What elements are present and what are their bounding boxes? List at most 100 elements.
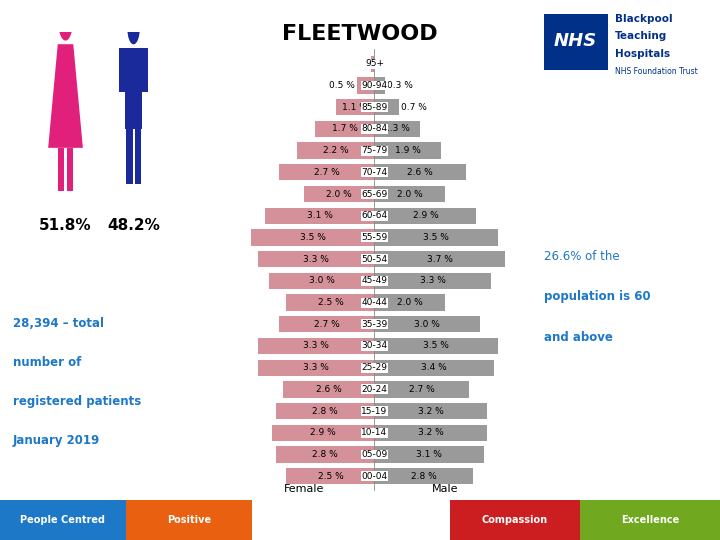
Bar <box>374 143 441 159</box>
Text: registered patients: registered patients <box>13 395 141 408</box>
Text: Positive: Positive <box>167 515 211 525</box>
Bar <box>258 251 374 267</box>
Text: 28,394 – total: 28,394 – total <box>13 317 104 330</box>
Text: 2.0 %: 2.0 % <box>397 190 423 199</box>
Bar <box>258 360 374 376</box>
Text: 90-94: 90-94 <box>361 81 387 90</box>
Text: 0.7 %: 0.7 % <box>401 103 427 112</box>
Text: 3.2 %: 3.2 % <box>418 428 444 437</box>
Text: NHS: NHS <box>554 32 598 50</box>
FancyBboxPatch shape <box>450 500 580 540</box>
Text: 20-24: 20-24 <box>361 385 387 394</box>
Bar <box>374 230 498 246</box>
Text: 35-39: 35-39 <box>361 320 387 329</box>
Text: 3.5 %: 3.5 % <box>300 233 325 242</box>
Text: 2.7 %: 2.7 % <box>409 385 435 394</box>
Text: 3.3 %: 3.3 % <box>303 255 329 264</box>
Bar <box>374 338 498 354</box>
Polygon shape <box>143 49 148 92</box>
Text: 2.8 %: 2.8 % <box>312 450 338 459</box>
Bar <box>374 164 466 180</box>
Text: 70-74: 70-74 <box>361 168 387 177</box>
Bar <box>374 468 473 484</box>
Bar <box>272 424 374 441</box>
Ellipse shape <box>58 4 73 40</box>
Text: 2.8 %: 2.8 % <box>411 472 436 481</box>
FancyBboxPatch shape <box>126 500 252 540</box>
Text: People Centred: People Centred <box>20 515 106 525</box>
Text: 2.8 %: 2.8 % <box>312 407 338 416</box>
Text: 3.0 %: 3.0 % <box>309 276 335 285</box>
Ellipse shape <box>127 11 140 44</box>
Text: 75-79: 75-79 <box>361 146 387 155</box>
Text: 3.2 %: 3.2 % <box>418 407 444 416</box>
FancyBboxPatch shape <box>0 500 126 540</box>
Text: 3.5 %: 3.5 % <box>423 341 449 350</box>
Bar <box>374 294 445 310</box>
Polygon shape <box>135 129 141 184</box>
Bar <box>269 273 374 289</box>
Bar <box>374 273 490 289</box>
Text: FLEETWOOD: FLEETWOOD <box>282 24 438 44</box>
Bar <box>279 164 374 180</box>
Text: population is 60: population is 60 <box>544 291 650 303</box>
Text: 65-69: 65-69 <box>361 190 387 199</box>
Bar <box>251 230 374 246</box>
Text: 3.0 %: 3.0 % <box>414 320 440 329</box>
Text: Excellence: Excellence <box>621 515 679 525</box>
Bar <box>374 121 420 137</box>
Bar <box>371 56 374 72</box>
Text: Blackpool: Blackpool <box>615 14 672 24</box>
Polygon shape <box>125 49 143 129</box>
FancyBboxPatch shape <box>580 500 720 540</box>
Text: 3.5 %: 3.5 % <box>423 233 449 242</box>
Text: 00-04: 00-04 <box>361 472 387 481</box>
Text: 40-44: 40-44 <box>361 298 387 307</box>
Text: January 2019: January 2019 <box>13 434 100 447</box>
Bar <box>315 121 374 137</box>
Text: 2.0 %: 2.0 % <box>326 190 352 199</box>
Text: 10-14: 10-14 <box>361 428 387 437</box>
Text: 2.7 %: 2.7 % <box>314 320 340 329</box>
Bar <box>374 186 445 202</box>
Bar <box>357 77 374 93</box>
Bar <box>283 381 374 397</box>
Bar <box>374 381 469 397</box>
Text: 26.6% of the: 26.6% of the <box>544 249 619 263</box>
Text: 3.3 %: 3.3 % <box>303 341 329 350</box>
Bar <box>279 316 374 333</box>
Text: 1.1 %: 1.1 % <box>342 103 368 112</box>
Bar <box>287 468 374 484</box>
Text: 60-64: 60-64 <box>361 211 387 220</box>
Bar <box>336 99 374 116</box>
Text: 2.9 %: 2.9 % <box>310 428 336 437</box>
Text: 3.4 %: 3.4 % <box>421 363 447 372</box>
Bar <box>374 424 487 441</box>
Bar <box>287 294 374 310</box>
Text: 1.7 %: 1.7 % <box>331 124 357 133</box>
Polygon shape <box>119 49 125 92</box>
Bar <box>276 403 374 419</box>
Text: Teaching: Teaching <box>615 31 667 42</box>
Text: 2.5 %: 2.5 % <box>318 298 343 307</box>
Bar <box>374 447 484 463</box>
Text: 95+: 95+ <box>365 59 384 68</box>
Text: number of: number of <box>13 356 81 369</box>
Text: 3.1 %: 3.1 % <box>307 211 333 220</box>
Text: and above: and above <box>544 330 613 344</box>
Text: 3.1 %: 3.1 % <box>416 450 442 459</box>
Text: 2.6 %: 2.6 % <box>408 168 433 177</box>
Text: Male: Male <box>431 484 458 494</box>
Text: 2.2 %: 2.2 % <box>323 146 348 155</box>
Polygon shape <box>48 44 83 148</box>
Text: 85-89: 85-89 <box>361 103 387 112</box>
Text: 2.0 %: 2.0 % <box>397 298 423 307</box>
Text: 3.3 %: 3.3 % <box>303 363 329 372</box>
Text: 0.5 %: 0.5 % <box>329 81 355 90</box>
Bar <box>374 207 477 224</box>
Text: Female: Female <box>284 484 324 494</box>
Bar <box>258 338 374 354</box>
Text: 0.3 %: 0.3 % <box>387 81 413 90</box>
Polygon shape <box>58 148 65 191</box>
Text: 2.5 %: 2.5 % <box>318 472 343 481</box>
